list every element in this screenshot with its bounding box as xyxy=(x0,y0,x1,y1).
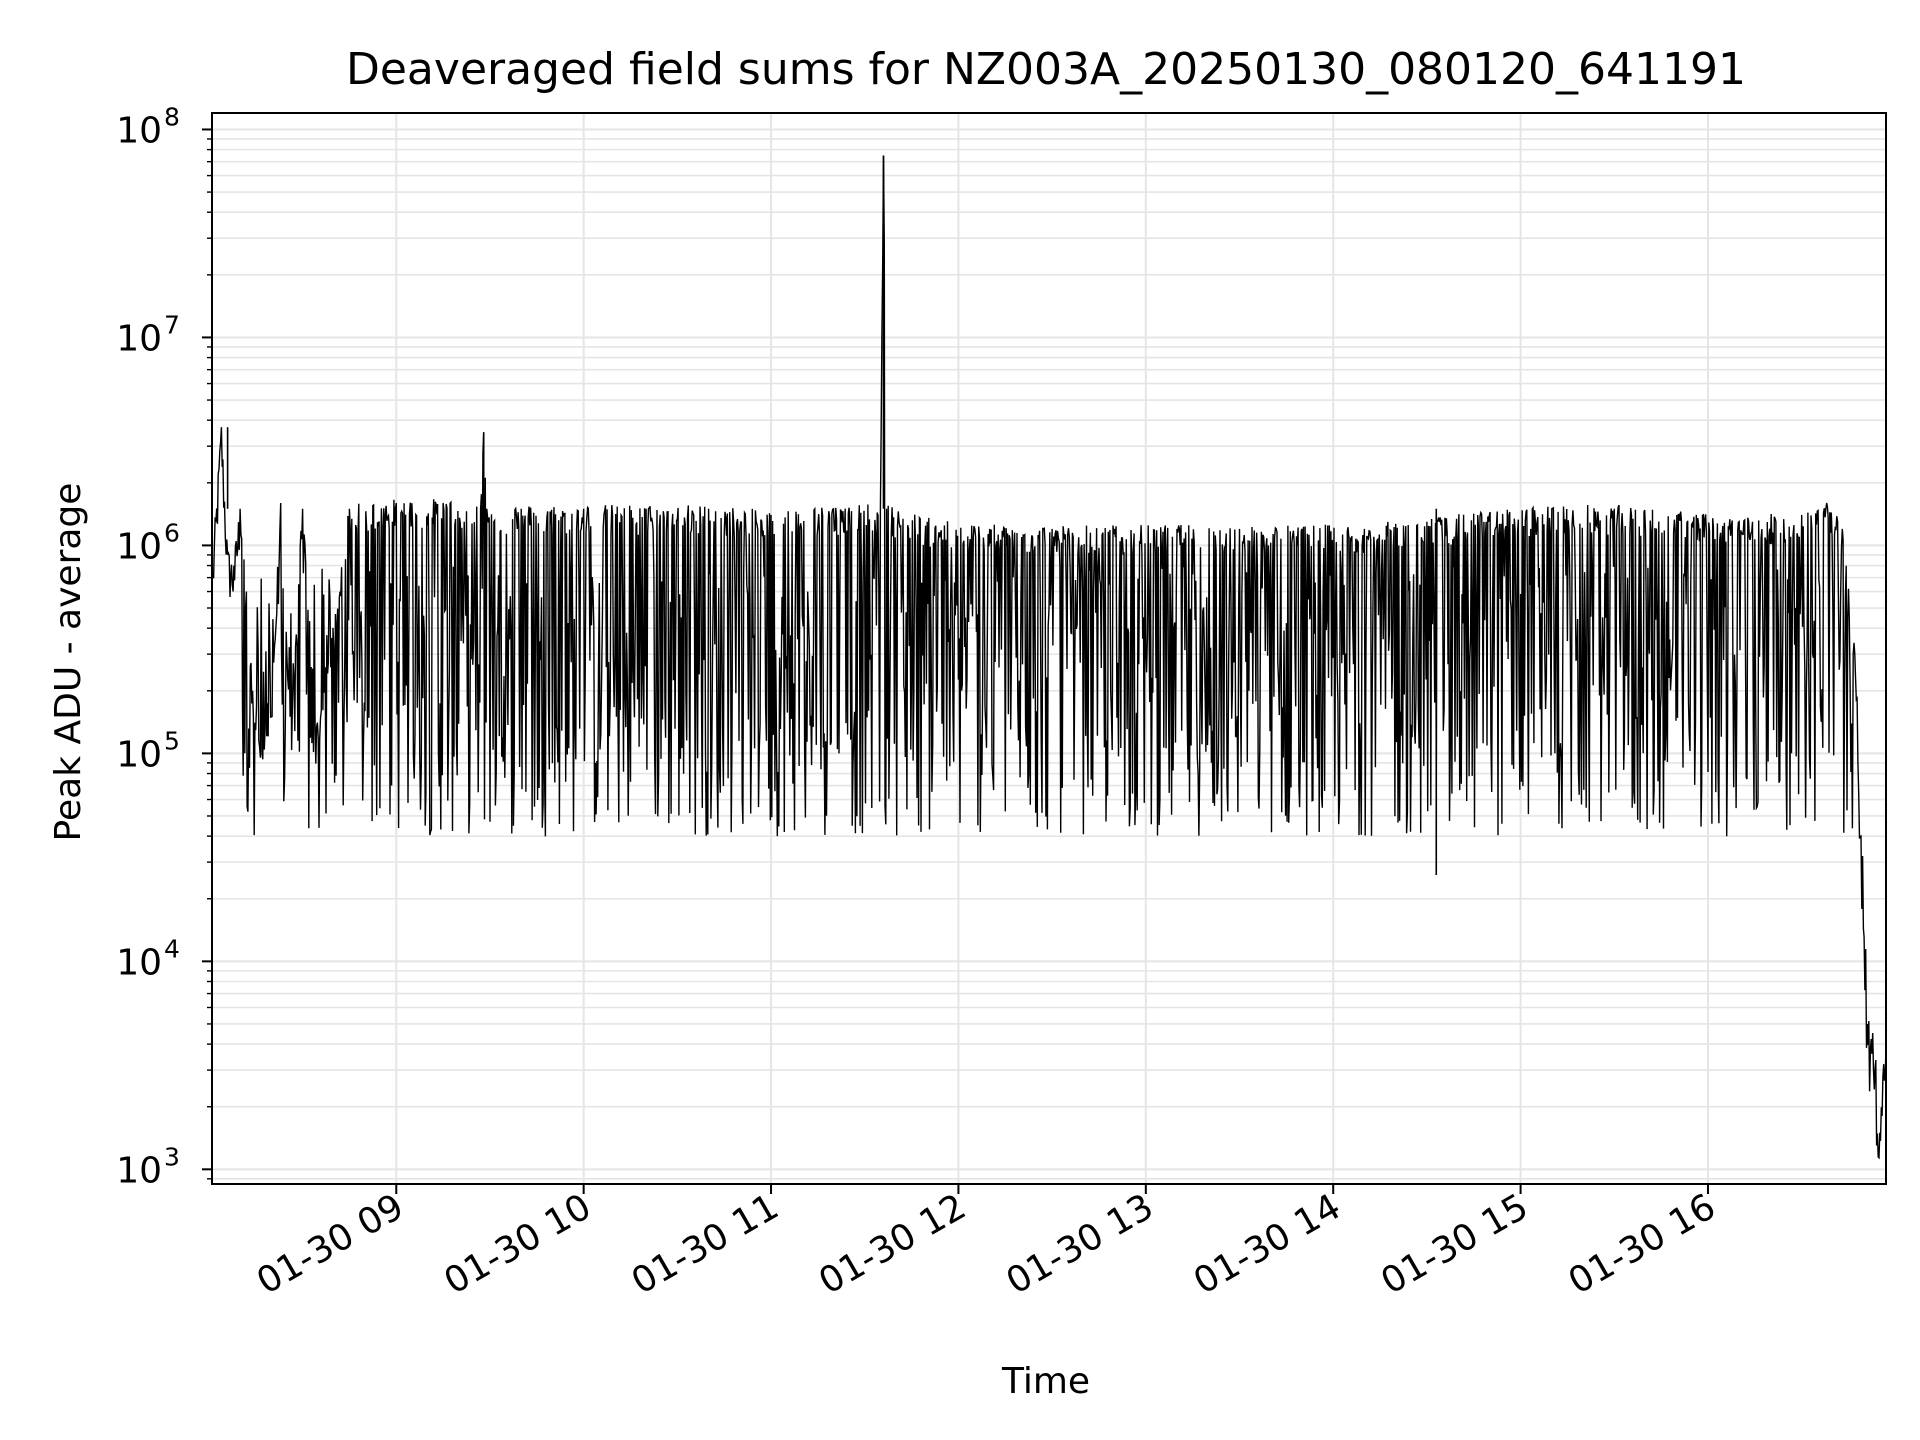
y-tick-label: 10 xyxy=(116,1150,162,1191)
y-tick-label: 10 xyxy=(116,526,162,567)
y-axis-label: Peak ADU - average xyxy=(48,483,89,842)
data-layer xyxy=(211,155,1887,1160)
chart-title: Deaveraged field sums for NZ003A_2025013… xyxy=(346,44,1746,95)
y-tick-label: 10 xyxy=(116,942,162,983)
y-tick-label: 10 xyxy=(116,734,162,775)
y-tick-base: 10 xyxy=(116,526,162,567)
y-tick-exponent: 3 xyxy=(164,1142,180,1171)
y-tick-exponent: 4 xyxy=(164,934,180,963)
plot-frame xyxy=(211,112,1887,1185)
y-tick-base: 10 xyxy=(116,318,162,359)
y-tick-base: 10 xyxy=(116,110,162,151)
y-tick-exponent: 5 xyxy=(164,726,180,755)
y-tick-base: 10 xyxy=(116,1150,162,1191)
grid-layer xyxy=(212,113,1886,1184)
series-line xyxy=(211,155,1887,1160)
y-tick-base: 10 xyxy=(116,942,162,983)
y-tick-exponent: 7 xyxy=(164,310,180,339)
y-tick-label: 10 xyxy=(116,110,162,151)
y-tick-label: 10 xyxy=(116,318,162,359)
y-tick-exponent: 8 xyxy=(164,102,180,131)
x-axis-label: Time xyxy=(1001,1361,1090,1402)
y-tick-base: 10 xyxy=(116,734,162,775)
y-tick-exponent: 6 xyxy=(164,518,180,547)
